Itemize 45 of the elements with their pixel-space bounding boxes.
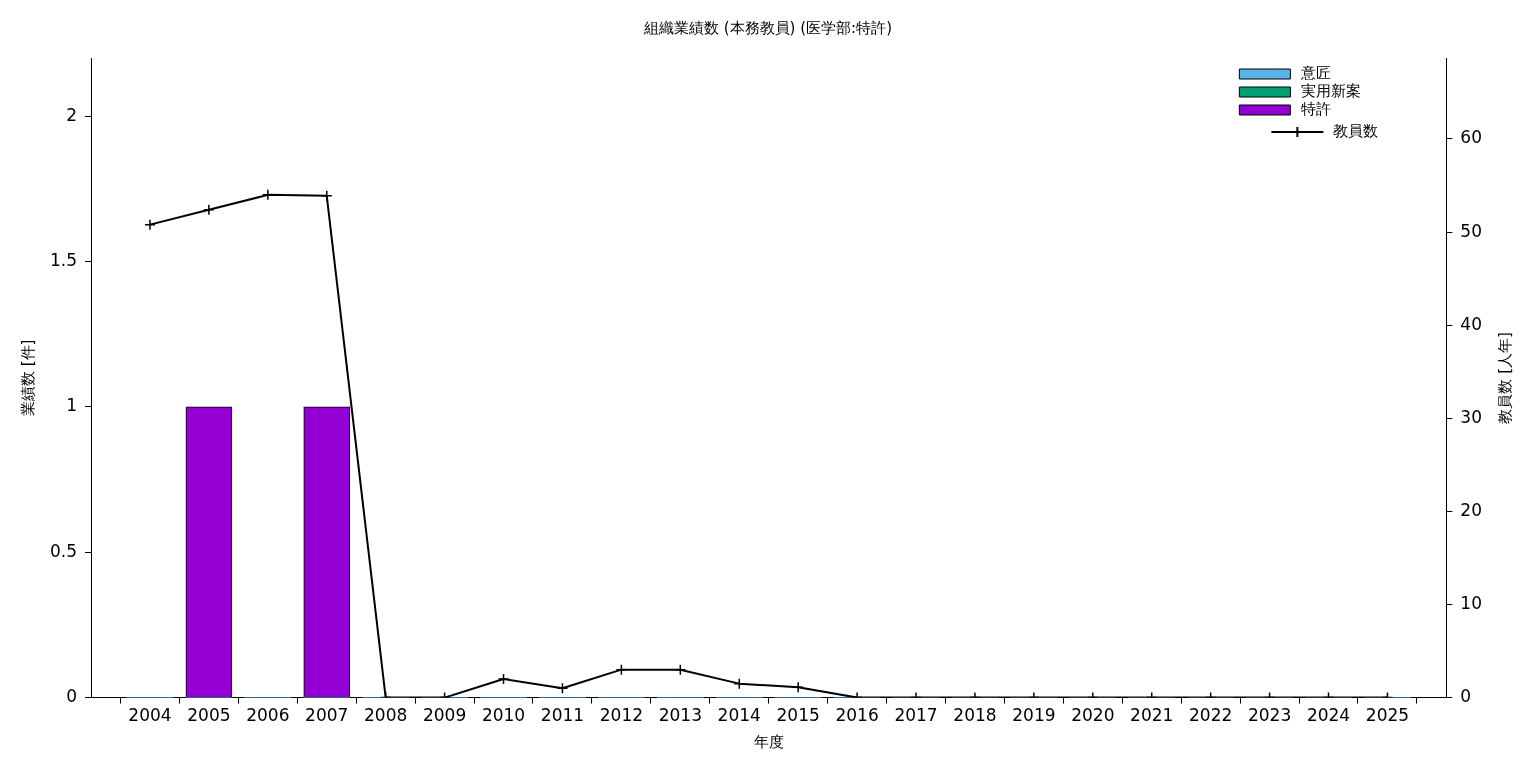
y-tick-label: 0.5 <box>49 540 78 561</box>
y2-tick-label: 20 <box>1460 499 1483 520</box>
x-tick-label: 2021 <box>1130 705 1174 726</box>
x-tick-label: 2010 <box>481 705 526 726</box>
x-tick-label: 2014 <box>717 705 761 726</box>
x-tick-label: 2011 <box>540 705 585 726</box>
legend-label: 実用新案 <box>1301 81 1362 100</box>
legend-label: 特許 <box>1301 99 1332 118</box>
x-tick-label: 2024 <box>1306 705 1351 726</box>
x-tick-label: 2020 <box>1071 705 1115 726</box>
y2-tick-label: 40 <box>1460 313 1483 334</box>
y-tick-label: 0 <box>66 686 78 707</box>
x-tick-label: 2009 <box>422 705 467 726</box>
y-tick-label: 2 <box>66 104 78 125</box>
y2-axis-title: 教員数 [人年] <box>1495 332 1514 424</box>
x-tick-label: 2012 <box>599 705 644 726</box>
x-tick-label: 2008 <box>364 705 408 726</box>
x-tick-label: 2018 <box>953 705 997 726</box>
point <box>203 204 215 216</box>
y2-tick-label: 0 <box>1460 686 1472 707</box>
y2-tick-label: 30 <box>1460 406 1483 427</box>
point <box>144 218 156 231</box>
x-axis-title: 年度 <box>753 732 784 751</box>
legend-label: 教員数 <box>1333 121 1379 140</box>
x-tick-label: 2006 <box>246 705 290 726</box>
point <box>321 190 333 202</box>
x-tick-label: 2016 <box>835 705 879 726</box>
x-tick-label: 2025 <box>1365 705 1410 726</box>
x-tick-label: 2017 <box>894 705 938 726</box>
y2-tick-label: 60 <box>1460 127 1483 148</box>
x-tick-label: 2005 <box>187 705 231 726</box>
x-tick-label: 2023 <box>1247 705 1292 726</box>
x-tick-label: 2013 <box>658 705 702 726</box>
x-tick-label: 2007 <box>305 705 349 726</box>
x-tick-label: 2004 <box>128 705 172 726</box>
y2-tick-label: 50 <box>1460 220 1483 241</box>
y-tick-label: 1.5 <box>49 249 78 270</box>
x-tick-label: 2022 <box>1189 705 1233 726</box>
y-axis-title: 業績数 [件] <box>18 339 37 417</box>
legend-label: 意匠 <box>1300 63 1332 82</box>
y-tick-label: 1 <box>66 395 78 416</box>
x-tick-label: 2015 <box>776 705 820 726</box>
chart-title: 組織業績数 (本務教員) (医学部:特許) <box>643 18 892 37</box>
x-tick-label: 2019 <box>1012 705 1056 726</box>
y2-tick-label: 10 <box>1460 592 1483 613</box>
